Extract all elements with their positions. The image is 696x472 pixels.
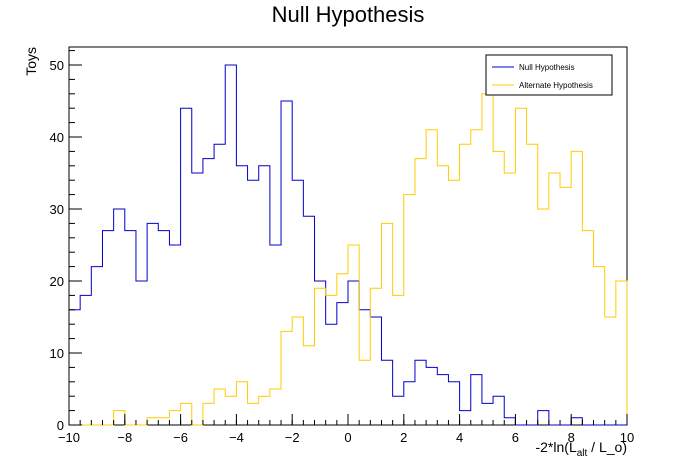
x-axis-title-separator: / — [587, 439, 599, 455]
x-tick-label: 10 — [620, 430, 634, 445]
y-tick-label: 30 — [50, 202, 64, 217]
legend-items: Null Hypothesis Alternate Hypothesis — [492, 63, 593, 90]
y-tick-label: 10 — [50, 346, 64, 361]
x-tick-label: −2 — [285, 430, 300, 445]
legend-label: Alternate Hypothesis — [519, 81, 593, 90]
y-tick-label: 50 — [50, 58, 64, 73]
x-axis-title-subscript: alt — [577, 448, 588, 459]
axes-layer: −10 −8 −6 −4 −2 0 2 4 6 8 10 0 10 20 30 40 50 — [50, 50, 634, 445]
x-tick-label: −6 — [173, 430, 188, 445]
x-tick-label: 4 — [456, 430, 463, 445]
chart-title: Null Hypothesis — [272, 2, 425, 27]
y-axis-title: Toys — [23, 47, 39, 76]
legend: Null Hypothesis Alternate Hypothesis — [485, 54, 613, 96]
series-layer — [69, 64, 628, 426]
plot-frame — [68, 46, 628, 426]
series-line — [69, 93, 628, 426]
x-tick-label: −10 — [58, 430, 80, 445]
x-axis-title-prefix: -2*ln(L — [535, 439, 576, 455]
y-tick-label: 20 — [50, 274, 64, 289]
y-tick-label: 40 — [50, 130, 64, 145]
legend-box — [485, 54, 613, 96]
series-line — [69, 64, 627, 426]
x-axis-title: -2*ln(Lalt / L_o) — [535, 439, 627, 459]
x-tick-label: −4 — [229, 430, 244, 445]
x-tick-label: 2 — [400, 430, 407, 445]
series-2 — [69, 93, 628, 426]
x-tick-label: 8 — [568, 430, 575, 445]
x-tick-label: 6 — [512, 430, 519, 445]
x-tick-label: 0 — [344, 430, 351, 445]
series-1 — [69, 64, 627, 426]
x-axis-title-suffix: L_o) — [599, 439, 627, 455]
legend-label: Null Hypothesis — [519, 63, 575, 72]
x-tick-label: −8 — [117, 430, 132, 445]
y-tick-label: 0 — [57, 418, 64, 433]
